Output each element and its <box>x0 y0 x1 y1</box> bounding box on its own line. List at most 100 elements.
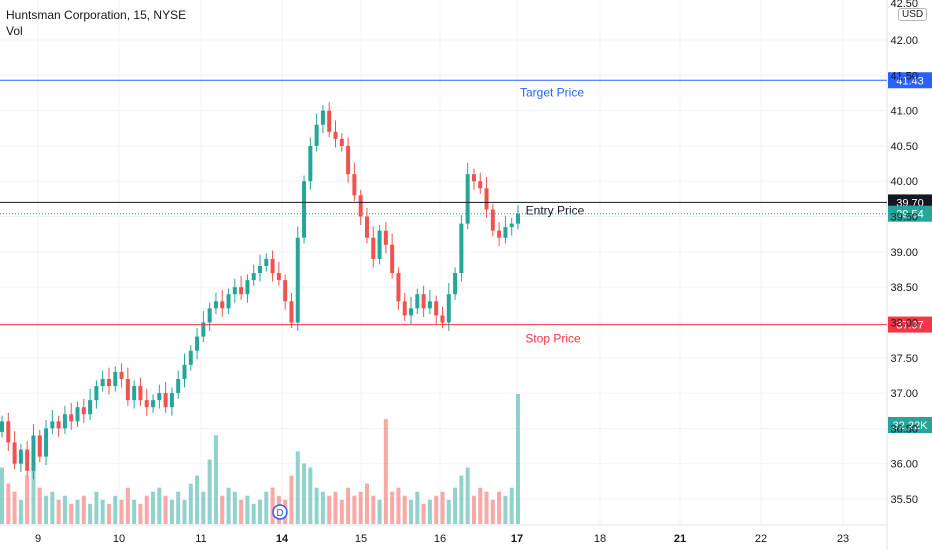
candle-body <box>339 138 344 146</box>
candle-body <box>516 213 520 224</box>
candle-body <box>0 421 4 432</box>
volume-bar <box>471 495 476 524</box>
volume-bar <box>390 491 395 524</box>
volume-bar <box>125 487 130 524</box>
y-tick-label: 39.00 <box>890 247 918 259</box>
last-price-badge-bg <box>888 205 932 222</box>
volume-bar <box>364 483 369 524</box>
volume-bar <box>258 499 262 524</box>
candle-body <box>213 301 218 309</box>
candle-body <box>396 273 401 302</box>
candle-body <box>327 110 332 132</box>
volume-bar <box>37 487 42 524</box>
candle-body <box>434 301 439 316</box>
volume-bar <box>503 495 508 524</box>
volume-bar <box>509 487 514 524</box>
volume-bar <box>213 435 218 524</box>
level-label-stop: Stop Price <box>525 332 581 346</box>
candle-body <box>188 350 193 365</box>
dividend-marker-label: D <box>276 508 283 519</box>
volume-bar <box>302 463 307 524</box>
candle-body <box>390 244 395 274</box>
candle-body <box>151 400 156 408</box>
candle-body <box>295 237 300 323</box>
candle-body <box>471 174 476 182</box>
volume-bar <box>396 487 401 524</box>
symbol-title[interactable]: Huntsman Corporation, 15, NYSE <box>6 8 187 22</box>
volume-bar <box>144 495 149 524</box>
candle-body <box>484 188 489 210</box>
x-tick-label: 23 <box>837 533 849 545</box>
currency-badge[interactable]: USD <box>898 8 928 21</box>
volume-legend[interactable]: Vol <box>6 24 23 38</box>
candle-body <box>169 393 174 408</box>
x-tick-label: 14 <box>276 533 289 545</box>
candle-body <box>106 378 111 387</box>
volume-bar <box>119 499 124 524</box>
x-tick-label: 9 <box>35 533 41 545</box>
candle-body <box>270 258 275 274</box>
y-tick-label: 41.50 <box>890 70 918 82</box>
candle-body <box>283 280 288 302</box>
level-badge-bg-target <box>888 72 932 89</box>
candle-body <box>245 280 250 295</box>
y-tick-label: 39.50 <box>890 212 918 224</box>
y-tick-label: 36.50 <box>890 423 918 435</box>
candle-body <box>37 435 42 457</box>
y-tick-label: 40.00 <box>890 176 918 188</box>
candle-body <box>88 400 93 415</box>
volume-bar <box>409 499 414 524</box>
y-tick-label: 42.00 <box>890 35 918 47</box>
candle-body <box>12 442 17 464</box>
y-tick-label: 36.00 <box>890 459 918 471</box>
volume-bar <box>106 503 111 524</box>
volume-bar <box>251 503 256 524</box>
candle-body <box>157 393 162 401</box>
volume-bar <box>195 475 200 524</box>
candle-body <box>50 421 55 429</box>
volume-bar <box>232 491 237 524</box>
volume-bar <box>157 487 162 524</box>
candle-body <box>402 301 407 316</box>
candle-body <box>25 449 30 471</box>
volume-bar <box>182 499 187 524</box>
candle-body <box>465 174 470 224</box>
volume-bar <box>440 491 445 524</box>
volume-bar <box>226 487 231 524</box>
volume-bar <box>169 499 174 524</box>
volume-bar <box>490 499 495 524</box>
volume-bar <box>314 487 319 524</box>
volume-bar <box>320 491 325 524</box>
candle-body <box>75 407 80 422</box>
volume-bar <box>88 503 93 524</box>
x-tick-label: 11 <box>195 533 206 545</box>
volume-bar <box>421 503 426 524</box>
candle-body <box>302 181 307 238</box>
volume-badge-bg <box>888 417 932 433</box>
volume-bar <box>339 499 344 524</box>
volume-bar <box>56 499 61 524</box>
candle-body <box>497 230 502 238</box>
x-tick-label: 18 <box>594 533 606 545</box>
volume-bar <box>239 499 244 524</box>
x-tick-label: 17 <box>511 533 523 545</box>
candle-body <box>62 414 67 429</box>
volume-bar <box>18 499 23 524</box>
candle-body <box>195 336 200 351</box>
volume-bar <box>151 491 156 524</box>
candle-body <box>239 287 244 295</box>
volume-bar <box>497 491 502 524</box>
volume-bar <box>352 495 357 524</box>
candle-body <box>125 378 130 401</box>
volume-bar <box>6 483 11 524</box>
volume-bar <box>465 467 470 524</box>
candle-body <box>94 386 99 401</box>
volume-bar <box>220 495 225 524</box>
candle-body <box>409 308 414 316</box>
candle-body <box>440 315 445 323</box>
volume-bar <box>358 491 363 524</box>
volume-bar <box>44 495 49 524</box>
candle-body <box>459 223 464 274</box>
candle-body <box>176 378 181 394</box>
